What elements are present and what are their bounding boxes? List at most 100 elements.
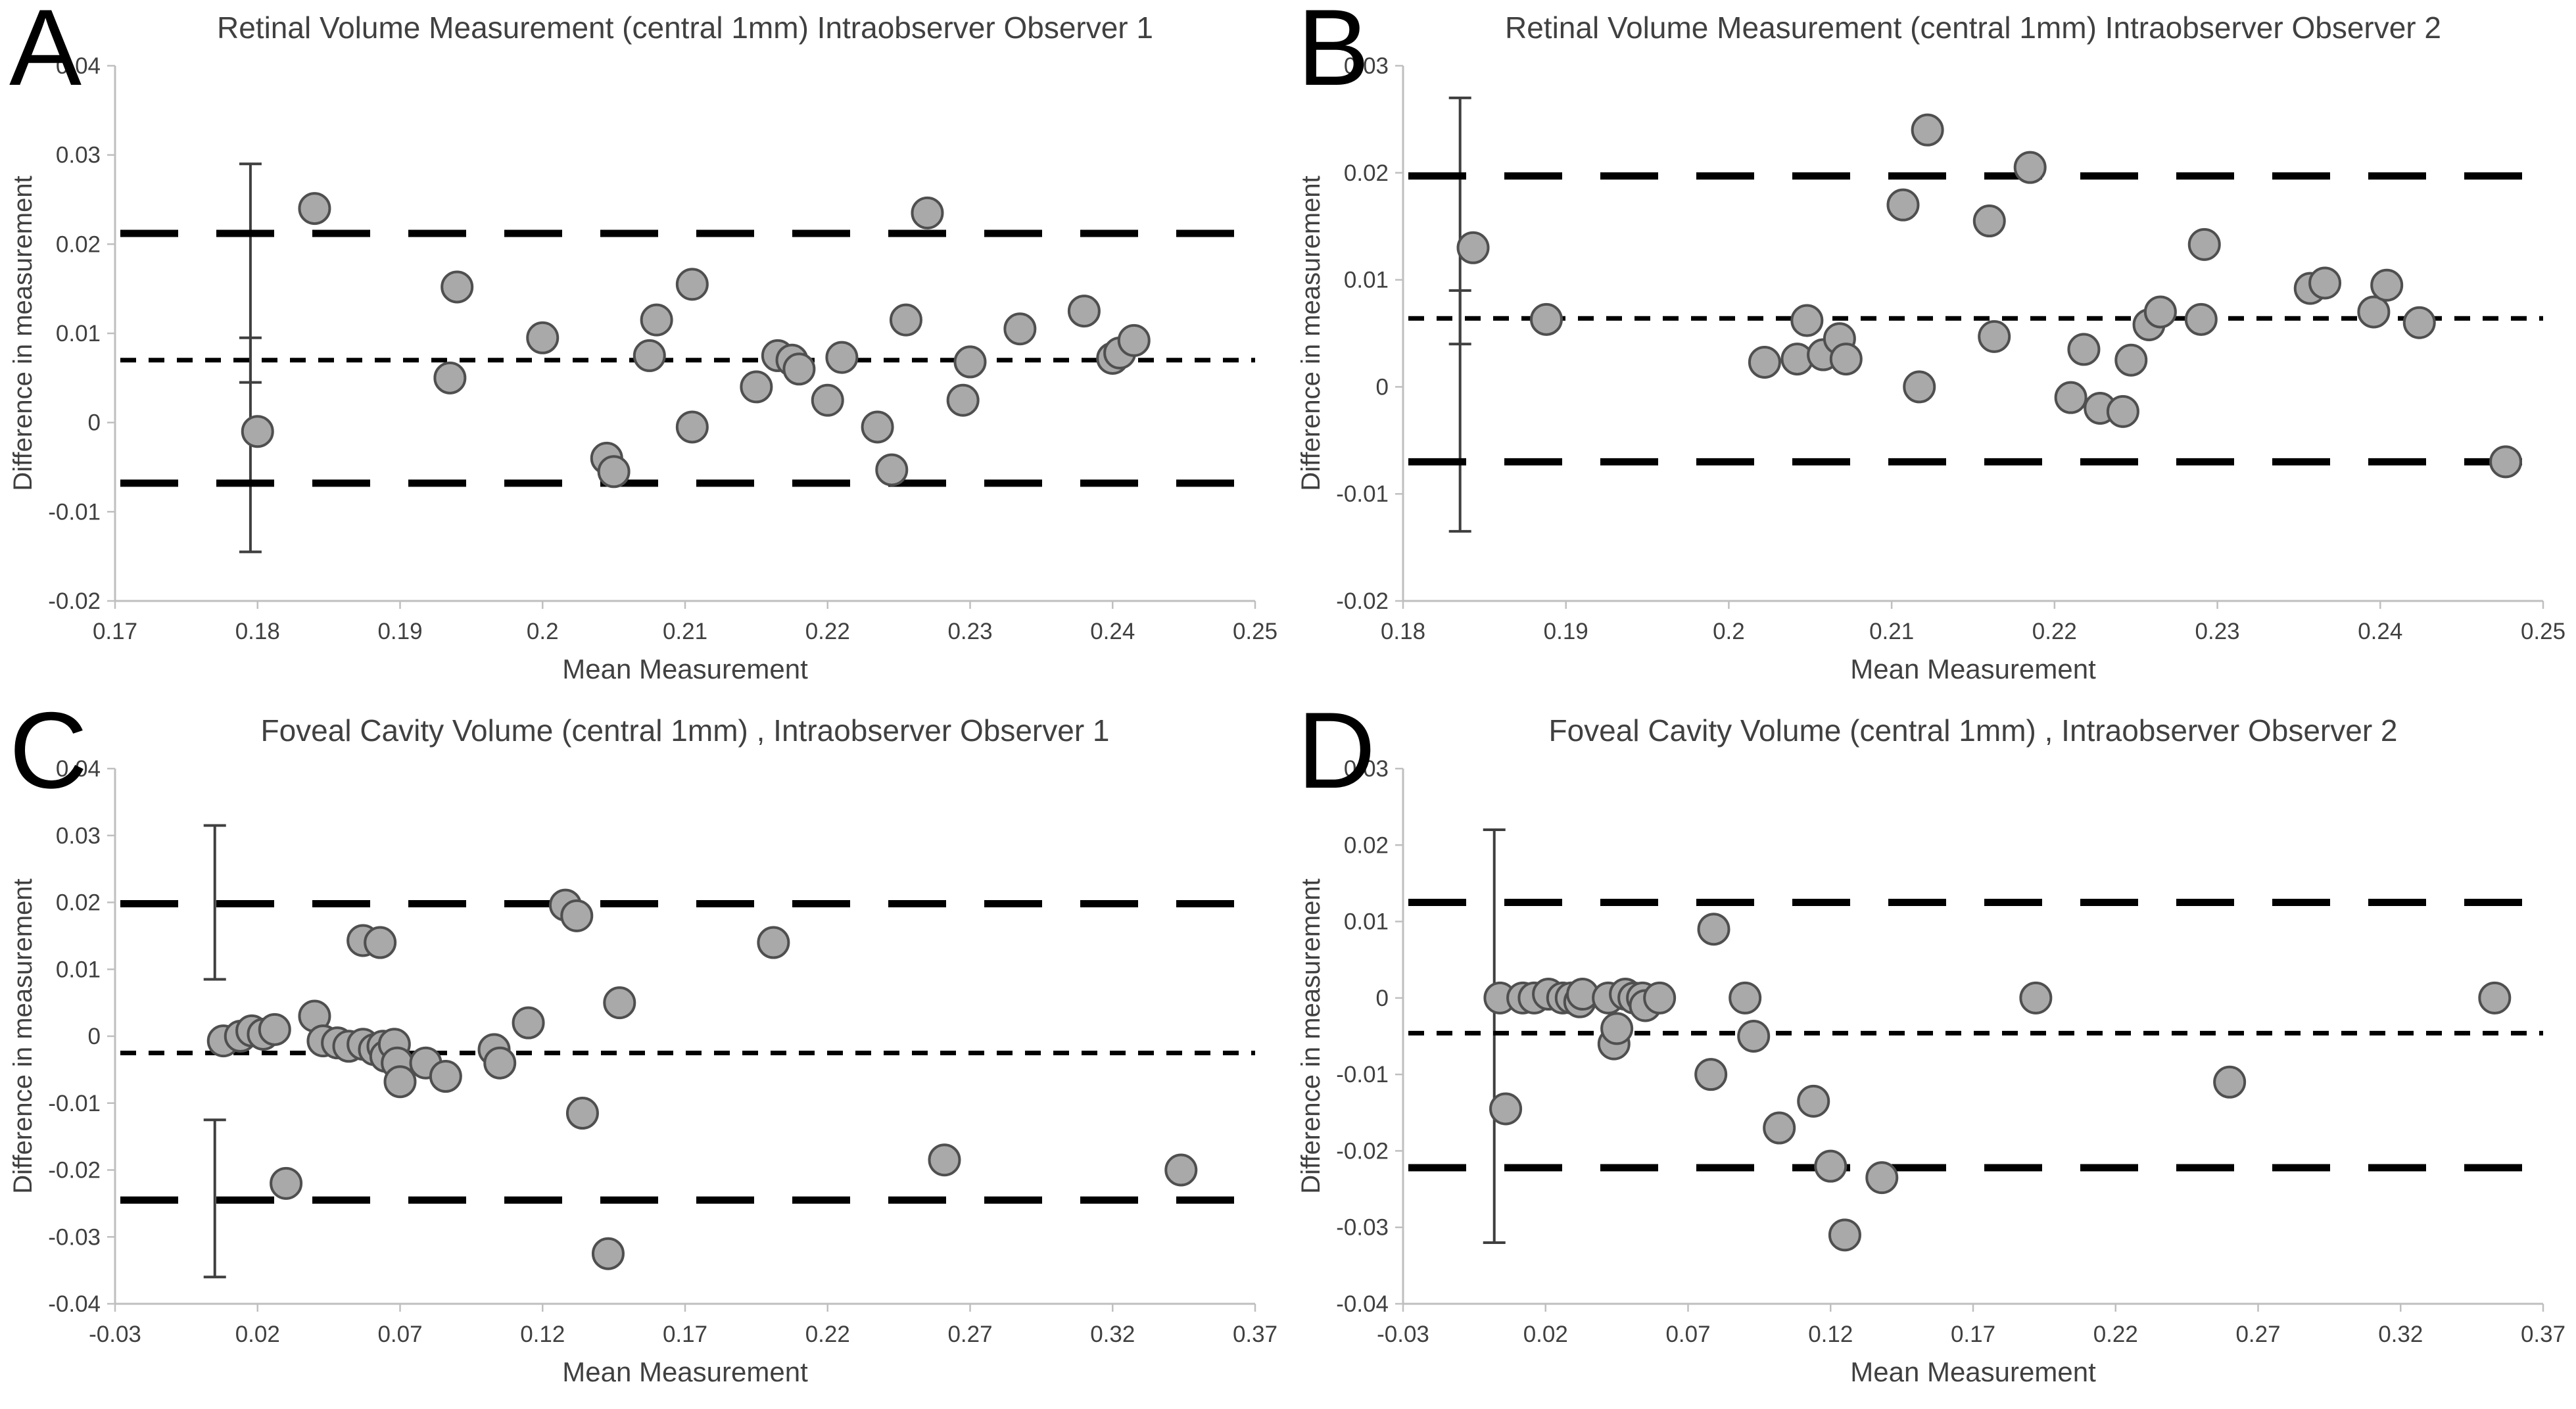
x-tick-label: 0.2 <box>1713 619 1745 644</box>
bland-altman-chart-a: 0.17 0.18 0.19 0.2 0.21 0.22 0.23 0.24 0.25 -0.02… <box>9 11 1277 684</box>
y-tick-label: -0.03 <box>48 1224 101 1250</box>
x-tick-label: 0.32 <box>2378 1322 2423 1347</box>
data-point <box>1828 1218 1861 1252</box>
data-point <box>757 926 790 959</box>
panel-c: C -0.03 0.02 0.07 0.12 0.17 0.22 0.27 0.32 0.37-… <box>0 693 1288 1406</box>
x-tick-label: 0.17 <box>1951 1322 1995 1347</box>
data-point <box>2478 981 2512 1015</box>
x-tick-label: 0.2 <box>527 619 559 644</box>
x-tick-label: 0.18 <box>1381 619 1425 644</box>
x-tick-label: 0.37 <box>1233 1322 1277 1347</box>
data-point <box>2308 266 2342 300</box>
data-point <box>270 1166 303 1200</box>
y-tick-label: -0.01 <box>1336 481 1389 507</box>
y-axis-title: Difference in measurement <box>9 176 37 491</box>
y-tick-label: 0.01 <box>56 957 101 982</box>
data-point <box>675 268 709 301</box>
panel-b: B 0.18 0.19 0.2 0.21 0.22 0.23 0.24 0.25 -0.02 -0… <box>1288 0 2576 703</box>
panel-letter-b: B <box>1297 0 1370 108</box>
y-tick-label: 0.02 <box>1344 160 1389 186</box>
data-point <box>2143 295 2177 329</box>
chart-title: Foveal Cavity Volume (central 1mm) , Int… <box>260 713 1109 748</box>
y-tick-label: 0 <box>1376 374 1389 400</box>
data-point <box>1790 304 1824 337</box>
x-tick-label: 0.27 <box>947 1322 992 1347</box>
data-point <box>1737 1020 1771 1053</box>
data-point <box>811 383 844 417</box>
data-point <box>1729 981 1762 1015</box>
y-tick-label: 0.01 <box>1344 909 1389 935</box>
y-tick-label: -0.04 <box>48 1291 101 1317</box>
data-point <box>2402 306 2436 339</box>
data-point <box>2054 381 2087 414</box>
y-axis-title: Difference in measurement <box>1297 176 1325 491</box>
panel-letter-c: C <box>9 690 88 811</box>
x-tick-label: 0.17 <box>93 619 137 644</box>
y-tick-label: 0.04 <box>56 756 101 782</box>
data-point <box>383 1065 417 1099</box>
y-tick-label: 0 <box>1376 986 1389 1011</box>
y-tick-label: 0.04 <box>56 53 101 79</box>
data-point <box>512 1006 545 1039</box>
bland-altman-chart-d: -0.03 0.02 0.07 0.12 0.17 0.22 0.27 0.32 0.37 -0.… <box>1297 713 2565 1387</box>
data-point <box>1456 231 1490 264</box>
y-tick-label: -0.03 <box>1336 1215 1389 1241</box>
y-tick-label: 0.03 <box>1344 756 1389 782</box>
data-point <box>640 303 673 337</box>
data-point <box>258 1013 291 1046</box>
y-tick-label: -0.01 <box>48 499 101 525</box>
x-axis-title: Mean Measurement <box>562 1356 808 1387</box>
x-tick-label: 0.12 <box>1808 1322 1853 1347</box>
x-tick-label: 0.02 <box>235 1322 280 1347</box>
data-point <box>2370 268 2404 302</box>
x-tick-label: 0.12 <box>520 1322 565 1347</box>
data-point <box>364 926 397 959</box>
data-point <box>565 1097 599 1130</box>
data-point <box>889 303 922 337</box>
data-point <box>591 1237 625 1270</box>
y-tick-label: 0.03 <box>56 143 101 168</box>
x-tick-label: 0.24 <box>1090 619 1135 644</box>
data-point <box>441 270 474 304</box>
data-point <box>2357 295 2391 329</box>
panel-d: D -0.03 0.02 0.07 0.12 0.17 0.22 0.27 0.32 0.37-… <box>1288 693 2576 1406</box>
chart-title: Retinal Volume Measurement (central 1mm)… <box>217 11 1153 45</box>
data-point <box>2213 1065 2247 1099</box>
data-point <box>1067 295 1101 328</box>
data-point <box>1911 113 1944 147</box>
data-point <box>1748 345 1781 379</box>
x-tick-label: 0.23 <box>2195 619 2240 644</box>
x-tick-label: 0.37 <box>2521 1322 2565 1347</box>
data-point <box>825 341 859 374</box>
data-point <box>429 1060 462 1093</box>
y-tick-label: -0.02 <box>1336 588 1389 614</box>
y-tick-label: -0.01 <box>1336 1062 1389 1087</box>
data-point <box>1643 981 1677 1015</box>
data-point <box>2067 333 2101 366</box>
data-point <box>1865 1161 1899 1195</box>
data-point <box>946 383 980 417</box>
y-tick-label: -0.02 <box>1336 1138 1389 1164</box>
x-tick-label: 0.32 <box>1090 1322 1135 1347</box>
x-axis-title: Mean Measurement <box>1850 1356 2096 1387</box>
data-point <box>2184 302 2218 336</box>
data-point <box>560 899 594 932</box>
x-tick-label: 0.07 <box>1665 1322 1710 1347</box>
x-tick-label: -0.03 <box>89 1322 141 1347</box>
y-tick-label: 0 <box>88 1024 101 1049</box>
data-point <box>241 415 274 448</box>
bland-altman-chart-b: 0.18 0.19 0.2 0.21 0.22 0.23 0.24 0.25 -0.02 -0.0… <box>1297 11 2565 684</box>
chart-title: Retinal Volume Measurement (central 1mm)… <box>1505 11 2441 45</box>
data-point <box>433 361 467 394</box>
data-point <box>2187 227 2221 261</box>
x-tick-label: 0.24 <box>2358 619 2402 644</box>
x-tick-label: 0.07 <box>377 1322 422 1347</box>
y-tick-label: -0.04 <box>1336 1291 1389 1317</box>
data-point <box>298 192 331 226</box>
data-point <box>597 455 631 489</box>
bland-altman-chart-c: -0.03 0.02 0.07 0.12 0.17 0.22 0.27 0.32 0.37 -0.… <box>9 713 1277 1387</box>
x-tick-label: 0.27 <box>2235 1322 2280 1347</box>
data-point <box>1600 1012 1634 1045</box>
data-point <box>2106 394 2139 428</box>
data-point <box>2013 151 2047 184</box>
